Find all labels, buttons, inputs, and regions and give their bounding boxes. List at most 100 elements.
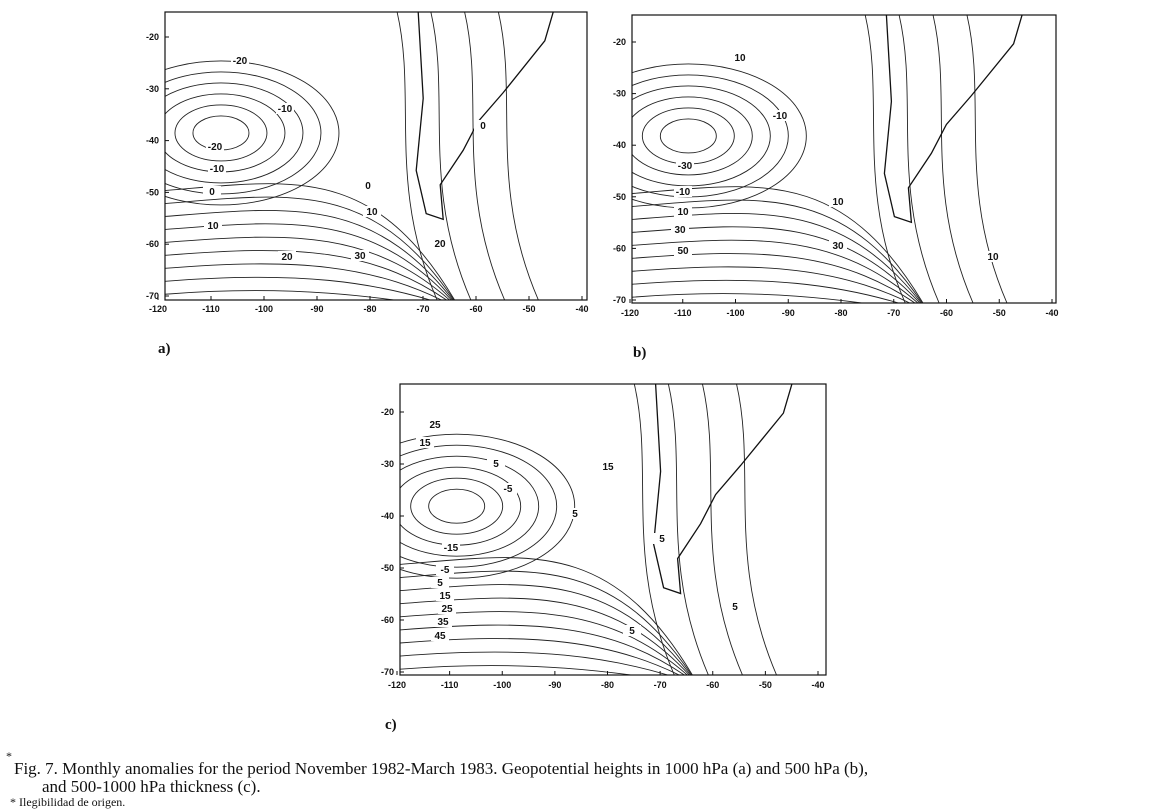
label-bg <box>426 419 444 430</box>
y-tick-label: -40 <box>381 511 394 521</box>
contour-line <box>165 250 448 300</box>
contour-line <box>632 199 923 303</box>
label-bg <box>674 206 692 217</box>
y-tick-label: -60 <box>381 615 394 625</box>
y-tick-label: -50 <box>381 563 394 573</box>
contour-label: 50 <box>677 246 689 257</box>
x-tick-label: -60 <box>469 304 482 314</box>
x-tick-label: -40 <box>811 680 824 690</box>
x-tick-label: -80 <box>834 308 847 318</box>
label-bg <box>674 186 692 197</box>
contour-label: -10 <box>773 111 788 122</box>
contour-line <box>736 384 777 675</box>
y-tick-label: -20 <box>613 37 626 47</box>
x-tick-label: -50 <box>993 308 1006 318</box>
y-tick-label: -50 <box>613 192 626 202</box>
contour-label: -5 <box>504 484 513 495</box>
label-bg <box>431 238 449 249</box>
x-tick-label: -100 <box>493 680 511 690</box>
x-tick-label: -70 <box>654 680 667 690</box>
contour-line <box>410 477 504 535</box>
x-tick-label: -110 <box>441 680 459 690</box>
contour-line <box>864 15 906 303</box>
contour-line <box>400 651 670 675</box>
label-bg <box>726 601 744 612</box>
contour-label: 10 <box>207 221 219 232</box>
map-frame <box>164 11 588 301</box>
contour-line <box>632 279 901 303</box>
contour-label: -20 <box>208 142 223 153</box>
contour-line <box>165 290 398 300</box>
contour-line <box>165 82 304 184</box>
caption-line: and 500-1000 hPa thickness (c). <box>42 777 261 796</box>
label-bg <box>829 196 847 207</box>
map-frame <box>399 383 827 676</box>
contour-line <box>667 384 709 675</box>
contour-label: -15 <box>444 543 459 554</box>
contour-line <box>400 638 681 675</box>
map-content <box>632 15 1023 303</box>
map-panel: -120 -110 -100 -90 -80 -70 -60 -50 -40-20-30-40-… <box>146 11 589 357</box>
y-tick-label: -40 <box>146 136 159 146</box>
contour-line <box>396 12 438 300</box>
contour-label: 30 <box>832 241 844 252</box>
contour-label: 35 <box>437 617 449 628</box>
contour-label: 5 <box>629 626 635 637</box>
y-tick-label: -20 <box>146 32 159 42</box>
contour-label: -5 <box>441 565 450 576</box>
contour-line <box>165 60 340 206</box>
contour-line <box>428 488 486 524</box>
contour-label: 25 <box>441 604 453 615</box>
contour-label: 30 <box>354 251 366 262</box>
label-bg <box>276 103 294 114</box>
label-bg <box>436 564 454 575</box>
label-bg <box>771 110 789 121</box>
label-bg <box>206 141 224 152</box>
x-tick-label: -40 <box>575 304 588 314</box>
y-tick-label: -30 <box>381 459 394 469</box>
x-tick-label: -100 <box>255 304 273 314</box>
x-tick-label: -90 <box>782 308 795 318</box>
y-tick-label: -40 <box>613 140 626 150</box>
contour-line <box>174 104 268 162</box>
y-tick-label: -70 <box>613 295 626 305</box>
x-tick-label: -50 <box>759 680 772 690</box>
contour-label: -10 <box>676 187 691 198</box>
coastline <box>415 12 554 221</box>
contour-line <box>641 107 735 165</box>
label-bg <box>204 220 222 231</box>
label-bg <box>203 186 221 197</box>
contour-label: 30 <box>674 225 686 236</box>
contour-label: 10 <box>734 53 746 64</box>
x-tick-label: -120 <box>149 304 167 314</box>
label-bg <box>359 180 377 191</box>
contour-line <box>430 12 472 300</box>
contour-label: 20 <box>281 252 293 263</box>
contour-label: 45 <box>434 631 446 642</box>
contour-line <box>464 12 506 300</box>
contour-line <box>400 570 692 675</box>
contour-line <box>632 293 866 303</box>
footnote: * Ilegibilidad de origen. <box>10 795 125 809</box>
contour-label: -10 <box>210 164 225 175</box>
label-bg <box>676 160 694 171</box>
y-tick-label: -20 <box>381 407 394 417</box>
contour-label: 0 <box>365 181 371 192</box>
label-bg <box>671 224 689 235</box>
x-tick-label: -110 <box>202 304 220 314</box>
contour-line <box>632 239 919 303</box>
contour-label: 0 <box>480 121 486 132</box>
label-bg <box>731 52 749 63</box>
label-bg <box>442 542 460 553</box>
x-tick-label: -110 <box>674 308 692 318</box>
caption-mark: * <box>6 749 12 763</box>
label-bg <box>231 55 249 66</box>
contour-line <box>633 384 675 675</box>
y-tick-label: -60 <box>146 239 159 249</box>
label-bg <box>434 616 452 627</box>
label-bg <box>653 533 671 544</box>
label-bg <box>438 603 456 614</box>
y-tick-label: -70 <box>146 291 159 301</box>
contour-label: 10 <box>366 207 378 218</box>
label-bg <box>278 251 296 262</box>
